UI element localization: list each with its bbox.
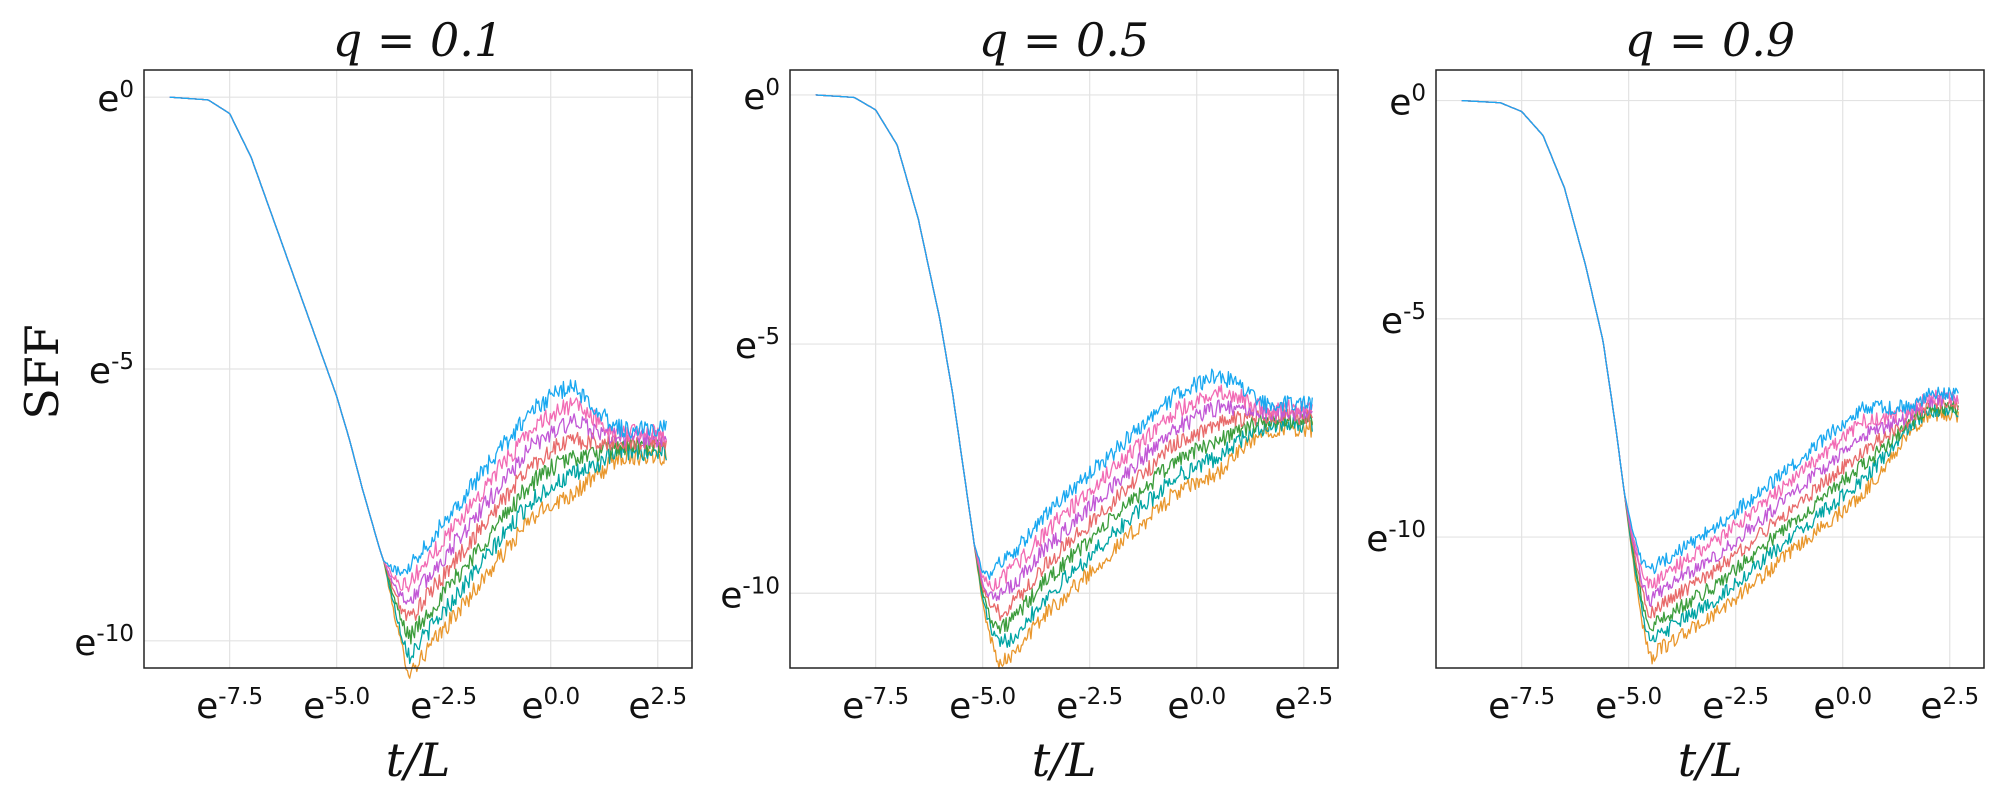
y-tick-label: e-5 xyxy=(735,324,780,367)
series-line-1 xyxy=(815,94,1313,669)
x-tick-label: e2.5 xyxy=(628,684,687,727)
x-tick-label: e2.5 xyxy=(1920,684,1979,727)
series-line-7 xyxy=(815,94,1313,580)
x-tick-label: e-2.5 xyxy=(410,684,477,727)
y-tick-label: e0 xyxy=(743,75,780,118)
x-tick-label: e-5.0 xyxy=(1595,684,1662,727)
x-tick-label: e2.5 xyxy=(1274,684,1333,727)
series-line-4 xyxy=(815,94,1313,622)
series-line-1 xyxy=(169,96,667,679)
series-line-7 xyxy=(1461,99,1959,575)
series-line-4 xyxy=(169,96,667,622)
x-tick-label: e-7.5 xyxy=(196,684,263,727)
y-tick-label: e0 xyxy=(97,77,134,120)
y-tick-label: e0 xyxy=(1389,81,1426,124)
series-line-7 xyxy=(169,96,667,576)
x-tick-label: e-5.0 xyxy=(949,684,1016,727)
x-tick-label: e-2.5 xyxy=(1702,684,1769,727)
series-line-3 xyxy=(815,94,1313,635)
panel-title: q = 0.1 xyxy=(333,13,503,67)
panel-q-0-9: q = 0.9 t/L e-7.5 e-5.0 e-2.5 e0.0 e2.5 e0 e-5 e-… xyxy=(1366,13,1985,787)
panel-q-0-1: q = 0.1 t/L e-7.5 e-5.0 e-2.5 e0.0 e2.5 e0 e-5 e-… xyxy=(74,13,693,787)
series-line-3 xyxy=(1461,99,1959,632)
y-tick-label: e-10 xyxy=(1366,517,1426,560)
plot-frame xyxy=(143,69,693,669)
x-axis-label: t/L xyxy=(1678,733,1743,787)
series-line-6 xyxy=(815,94,1313,592)
series-line-6 xyxy=(1461,99,1959,590)
x-tick-label: e-2.5 xyxy=(1056,684,1123,727)
plot-frame xyxy=(789,69,1339,669)
series-line-6 xyxy=(169,96,667,593)
x-axis-label: t/L xyxy=(1032,733,1097,787)
x-tick-label: e-5.0 xyxy=(303,684,370,727)
y-tick-label: e-10 xyxy=(720,573,780,616)
series-line-4 xyxy=(1461,99,1959,619)
y-axis-label: SFF xyxy=(15,324,69,419)
series-line-5 xyxy=(169,96,667,605)
panel-title: q = 0.5 xyxy=(979,13,1149,67)
x-tick-label: e0.0 xyxy=(1813,684,1872,727)
y-tick-label: e-5 xyxy=(1381,299,1426,342)
series-line-5 xyxy=(815,94,1313,602)
x-tick-label: e-7.5 xyxy=(842,684,909,727)
x-tick-label: e0.0 xyxy=(1167,684,1226,727)
panel-q-0-5: q = 0.5 t/L e-7.5 e-5.0 e-2.5 e0.0 e2.5 e0 e-5 e-… xyxy=(720,13,1339,787)
x-axis-label: t/L xyxy=(386,733,451,787)
x-tick-label: e-7.5 xyxy=(1488,684,1555,727)
x-tick-label: e0.0 xyxy=(521,684,580,727)
panel-title: q = 0.9 xyxy=(1625,13,1795,67)
y-tick-label: e-10 xyxy=(74,621,134,664)
plot-frame xyxy=(1435,69,1985,669)
y-tick-label: e-5 xyxy=(89,349,134,392)
series-line-1 xyxy=(1461,99,1959,665)
